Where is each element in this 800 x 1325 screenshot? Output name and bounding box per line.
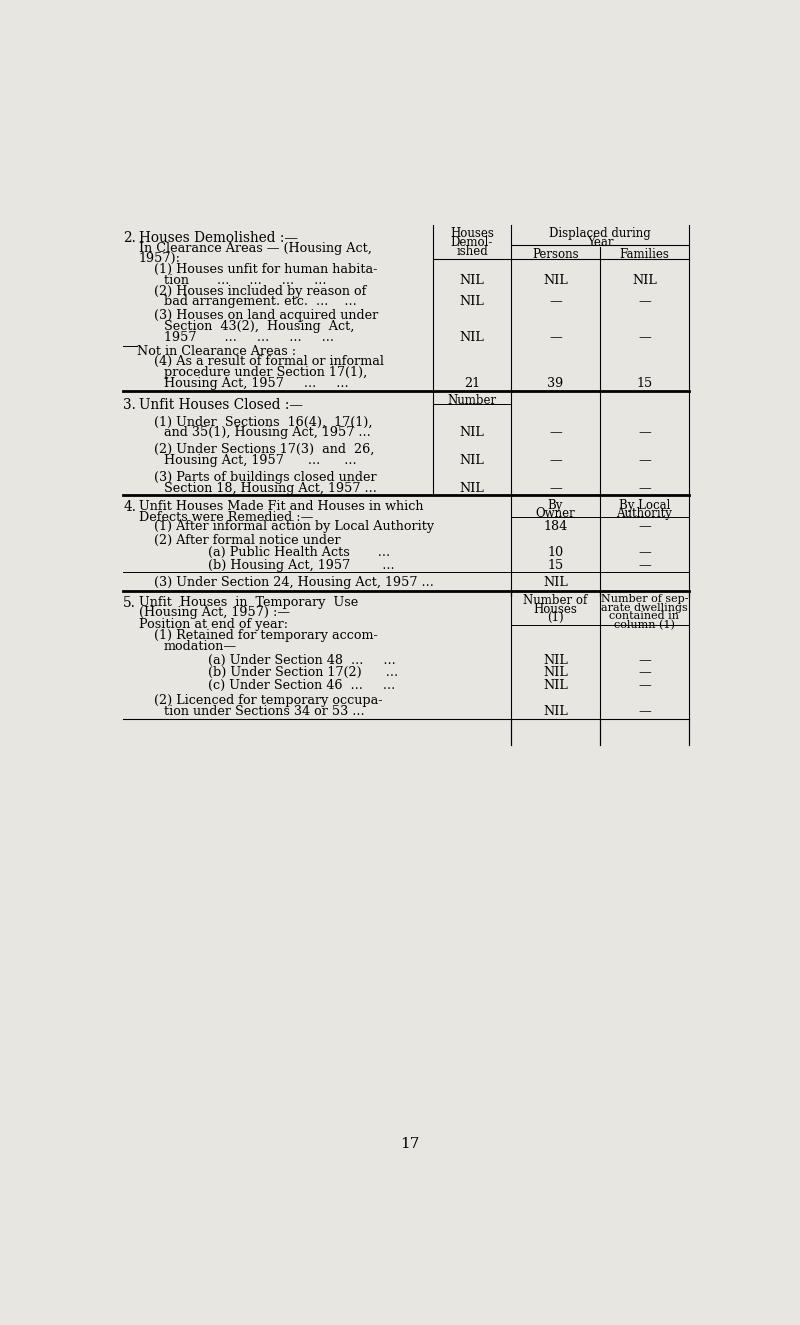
Text: 2.: 2. — [123, 232, 136, 245]
Text: NIL: NIL — [460, 454, 484, 466]
Text: (2) After formal notice under: (2) After formal notice under — [154, 534, 341, 547]
Text: NIL: NIL — [460, 481, 484, 494]
Text: —: — — [638, 546, 651, 559]
Text: (b) Under Section 17(2)      ...: (b) Under Section 17(2) ... — [209, 666, 398, 680]
Text: (2) Houses included by reason of: (2) Houses included by reason of — [154, 285, 366, 298]
Text: 10: 10 — [547, 546, 563, 559]
Text: Number: Number — [447, 394, 497, 407]
Text: column (1): column (1) — [614, 620, 675, 629]
Text: Number of: Number of — [523, 594, 587, 607]
Text: (3) Parts of buildings closed under: (3) Parts of buildings closed under — [154, 470, 377, 484]
Text: By: By — [548, 498, 563, 511]
Text: modation—: modation— — [163, 640, 237, 653]
Text: NIL: NIL — [543, 705, 568, 718]
Text: (4) As a result of formal or informal: (4) As a result of formal or informal — [154, 355, 384, 368]
Text: NIL: NIL — [543, 678, 568, 692]
Text: NIL: NIL — [543, 575, 568, 588]
Text: NIL: NIL — [543, 274, 568, 286]
Text: Unfit  Houses  in  Temporary  Use: Unfit Houses in Temporary Use — [138, 596, 358, 608]
Text: Section  43(2),  Housing  Act,: Section 43(2), Housing Act, — [163, 319, 354, 333]
Text: —: — — [638, 331, 651, 343]
Text: Families: Families — [619, 248, 670, 261]
Text: (3) Under Section 24, Housing Act, 1957 ...: (3) Under Section 24, Housing Act, 1957 … — [154, 575, 434, 588]
Text: Housing Act, 1957      ...      ...: Housing Act, 1957 ... ... — [163, 454, 356, 466]
Text: (2) Under Sections 17(3)  and  26,: (2) Under Sections 17(3) and 26, — [154, 443, 374, 456]
Text: Position at end of year:: Position at end of year: — [138, 617, 288, 631]
Text: Houses: Houses — [534, 603, 578, 616]
Text: 184: 184 — [543, 521, 567, 533]
Text: Houses: Houses — [450, 227, 494, 240]
Text: Demol-: Demol- — [451, 236, 493, 249]
Text: 39: 39 — [547, 376, 563, 390]
Text: (1) Under  Sections  16(4),  17(1),: (1) Under Sections 16(4), 17(1), — [154, 416, 373, 428]
Text: (Housing Act, 1957) :—: (Housing Act, 1957) :— — [138, 607, 290, 619]
Text: Number of sep-: Number of sep- — [601, 594, 688, 604]
Text: —: — — [638, 521, 651, 533]
Text: —: — — [638, 559, 651, 571]
Text: Persons: Persons — [532, 248, 578, 261]
Text: (3) Houses on land acquired under: (3) Houses on land acquired under — [154, 309, 378, 322]
Text: (c) Under Section 46  ...     ...: (c) Under Section 46 ... ... — [209, 678, 396, 692]
Text: 3.: 3. — [123, 399, 136, 412]
Text: In Clearance Areas — (Housing Act,: In Clearance Areas — (Housing Act, — [138, 242, 372, 256]
Text: Year: Year — [586, 236, 613, 249]
Text: Houses Demolished :—: Houses Demolished :— — [138, 232, 298, 245]
Text: 1957       ...     ...     ...     ...: 1957 ... ... ... ... — [163, 331, 334, 343]
Text: (2) Licenced for temporary occupa-: (2) Licenced for temporary occupa- — [154, 694, 382, 708]
Text: ished: ished — [456, 245, 488, 258]
Text: (1): (1) — [547, 611, 564, 624]
Text: Unfit Houses Made Fit and Houses in which: Unfit Houses Made Fit and Houses in whic… — [138, 500, 423, 513]
Text: NIL: NIL — [632, 274, 657, 286]
Text: NIL: NIL — [543, 666, 568, 680]
Text: —: — — [638, 705, 651, 718]
Text: contained in: contained in — [610, 611, 679, 621]
Text: 21: 21 — [464, 376, 480, 390]
Text: (a) Public Health Acts       ...: (a) Public Health Acts ... — [209, 546, 390, 559]
Text: (b) Housing Act, 1957        ...: (b) Housing Act, 1957 ... — [209, 559, 395, 571]
Text: Housing Act, 1957     ...     ...: Housing Act, 1957 ... ... — [163, 376, 348, 390]
Text: —: — — [549, 454, 562, 466]
Text: bad arrangement. etc.  ...    ...: bad arrangement. etc. ... ... — [163, 295, 356, 309]
Text: —: — — [638, 678, 651, 692]
Text: —: — — [638, 454, 651, 466]
Text: —: — — [638, 427, 651, 439]
Text: NIL: NIL — [460, 295, 484, 309]
Text: Defects were Remedied :—: Defects were Remedied :— — [138, 511, 313, 523]
Text: NIL: NIL — [460, 427, 484, 439]
Text: (1) Houses unfit for human habita-: (1) Houses unfit for human habita- — [154, 262, 378, 276]
Text: (1) Retained for temporary accom-: (1) Retained for temporary accom- — [154, 629, 378, 643]
Text: —: — — [549, 295, 562, 309]
Text: NIL: NIL — [460, 274, 484, 286]
Text: 1957):: 1957): — [138, 252, 181, 265]
Text: 4.: 4. — [123, 500, 136, 514]
Text: —: — — [638, 481, 651, 494]
Text: 15: 15 — [547, 559, 563, 571]
Text: Authority: Authority — [617, 507, 672, 519]
Text: and 35(1), Housing Act, 1957 ...: and 35(1), Housing Act, 1957 ... — [163, 427, 370, 439]
Text: Not in Clearance Areas :: Not in Clearance Areas : — [138, 344, 296, 358]
Text: tion       ...     ...     ...     ...: tion ... ... ... ... — [163, 274, 326, 286]
Text: Displaced during: Displaced during — [549, 227, 650, 240]
Text: —: — — [549, 427, 562, 439]
Text: NIL: NIL — [460, 331, 484, 343]
Text: (1) After informal action by Local Authority: (1) After informal action by Local Autho… — [154, 521, 434, 533]
Text: (a) Under Section 48  ...     ...: (a) Under Section 48 ... ... — [209, 655, 396, 666]
Text: NIL: NIL — [543, 655, 568, 666]
Text: —: — — [638, 666, 651, 680]
Text: —: — — [638, 295, 651, 309]
Text: Section 18, Housing Act, 1957 ...: Section 18, Housing Act, 1957 ... — [163, 481, 377, 494]
Text: arate dwellings: arate dwellings — [601, 603, 688, 612]
Text: —: — — [638, 655, 651, 666]
Text: 17: 17 — [400, 1137, 420, 1151]
Text: —: — — [549, 481, 562, 494]
Text: Owner: Owner — [535, 507, 575, 519]
Text: By Local: By Local — [618, 498, 670, 511]
Text: Unfit Houses Closed :—: Unfit Houses Closed :— — [138, 399, 302, 412]
Text: 15: 15 — [636, 376, 653, 390]
Text: 5.: 5. — [123, 596, 136, 610]
Text: tion under Sections 34 or 53 ...: tion under Sections 34 or 53 ... — [163, 705, 364, 718]
Text: procedure under Section 17(1),: procedure under Section 17(1), — [163, 366, 366, 379]
Text: —: — — [549, 331, 562, 343]
